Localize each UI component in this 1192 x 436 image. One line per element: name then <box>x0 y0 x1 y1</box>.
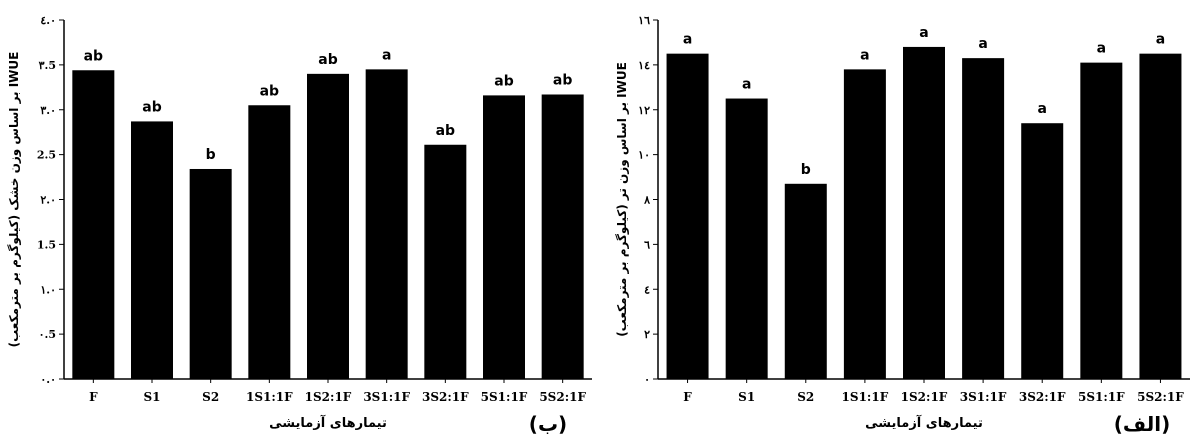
x-tick-label: 1S1:1F <box>842 390 889 404</box>
bar-1s2-1f <box>903 46 945 380</box>
chart-svg-fresh-weight: ۰ ۲ ٤ ٦ ۸ ۱۰ ۱۲ ۱٤ ۱٦ a Fa S1 b S2 a 1S1:1F a 1S2:1F a 3S1:… <box>615 14 1190 436</box>
significance-label: ab <box>142 99 161 115</box>
x-tick-label: 3S1:1F <box>960 390 1007 404</box>
bar-3s2-1f <box>424 144 467 379</box>
x-tick-label: 1S2:1F <box>305 390 352 404</box>
significance-label: b <box>206 147 216 163</box>
y-tick-label: ۰.۰ <box>40 373 56 386</box>
bar-3s2-1f <box>1021 123 1064 380</box>
chart-svg-dry-weight: ۰.۰ ۰.5 ۱.۰ 1.5 ۲.۰ 2.5 ۳.۰ ۳.5 ٤.۰ ab Fab S1 b S2 ab 1… <box>7 14 592 436</box>
bar-1s2-1f <box>307 73 349 379</box>
panel-label: (الف) <box>1114 412 1170 436</box>
y-tick-label: ۰.5 <box>39 328 56 341</box>
y-tick-label: ٤.۰ <box>40 14 56 27</box>
bar-s2 <box>189 168 232 379</box>
x-tick-label: 5S1:1F <box>481 390 528 404</box>
significance-label: b <box>801 162 811 178</box>
bar-f <box>666 53 709 379</box>
bar-5s1-1f <box>1080 62 1123 379</box>
y-tick-label: ۳.۰ <box>40 104 56 117</box>
y-tick-label: 1.5 <box>37 238 56 251</box>
bar-3s1-1f <box>365 69 408 380</box>
x-tick-label: 5S2:1F <box>539 390 586 404</box>
y-tick-label: ۱۲ <box>638 104 650 117</box>
x-tick-label: S1 <box>143 390 160 404</box>
x-tick-label: 5S2:1F <box>1137 390 1184 404</box>
y-tick-label: ۱٦ <box>638 14 650 27</box>
x-tick-label: 5S1:1F <box>1078 390 1125 404</box>
bar-5s2-1f <box>541 94 584 380</box>
y-tick-label: ۲.۰ <box>40 194 56 207</box>
significance-label: ab <box>84 48 103 64</box>
significance-label: ab <box>436 123 455 139</box>
significance-label: a <box>1097 41 1106 57</box>
y-tick-label: ٦ <box>644 238 650 251</box>
significance-label: a <box>683 32 692 48</box>
y-tick-label: 2.5 <box>37 149 56 162</box>
panel-label: (ب) <box>529 412 567 436</box>
y-tick-label: ۱٤ <box>638 59 650 72</box>
significance-label: a <box>1156 32 1165 48</box>
x-axis-title: تیمارهای آزمایشی <box>269 414 387 431</box>
x-tick-label: 3S2:1F <box>422 390 469 404</box>
bar-s1 <box>725 98 768 379</box>
significance-label: a <box>382 47 391 63</box>
significance-label: a <box>919 25 928 41</box>
significance-label: a <box>978 36 987 52</box>
y-tick-label: ۰ <box>644 373 650 386</box>
significance-label: ab <box>318 52 337 68</box>
significance-label: ab <box>260 83 279 99</box>
y-tick-label: ۸ <box>643 194 650 207</box>
bar-s2 <box>784 183 827 379</box>
bar-3s1-1f <box>962 58 1005 380</box>
x-axis-title: تیمارهای آزمایشی <box>865 414 983 431</box>
significance-label: a <box>860 47 869 63</box>
x-tick-label: F <box>683 390 692 404</box>
y-tick-label: ۱.۰ <box>40 283 56 296</box>
y-axis-title: IWUE بر اساس وزن خشک (کیلوگرم بر مترمکعب… <box>7 52 22 348</box>
bar-1s1-1f <box>248 105 291 379</box>
significance-label: ab <box>553 72 572 88</box>
significance-label: a <box>1037 101 1046 117</box>
y-tick-label: ۲ <box>644 328 650 341</box>
significance-label: ab <box>494 73 513 89</box>
x-tick-label: 3S2:1F <box>1019 390 1066 404</box>
x-tick-label: S2 <box>202 390 219 404</box>
significance-label: a <box>742 77 751 93</box>
x-tick-label: 1S2:1F <box>901 390 948 404</box>
y-tick-label: ۱۰ <box>638 149 650 162</box>
y-tick-label: ٤ <box>644 283 650 296</box>
bar-f <box>72 70 115 379</box>
bar-1s1-1f <box>843 69 886 380</box>
bar-5s1-1f <box>483 95 525 379</box>
bar-5s2-1f <box>1139 53 1182 379</box>
x-tick-label: 1S1:1F <box>246 390 293 404</box>
x-tick-label: F <box>89 390 98 404</box>
x-tick-label: S1 <box>738 390 755 404</box>
y-axis-title: IWUE بر اساس وزن تر (کیلوگرم بر مترمکعب) <box>615 62 630 337</box>
y-tick-label: ۳.5 <box>39 59 56 72</box>
bar-s1 <box>131 121 173 379</box>
x-tick-label: S2 <box>797 390 814 404</box>
x-tick-label: 3S1:1F <box>363 390 410 404</box>
